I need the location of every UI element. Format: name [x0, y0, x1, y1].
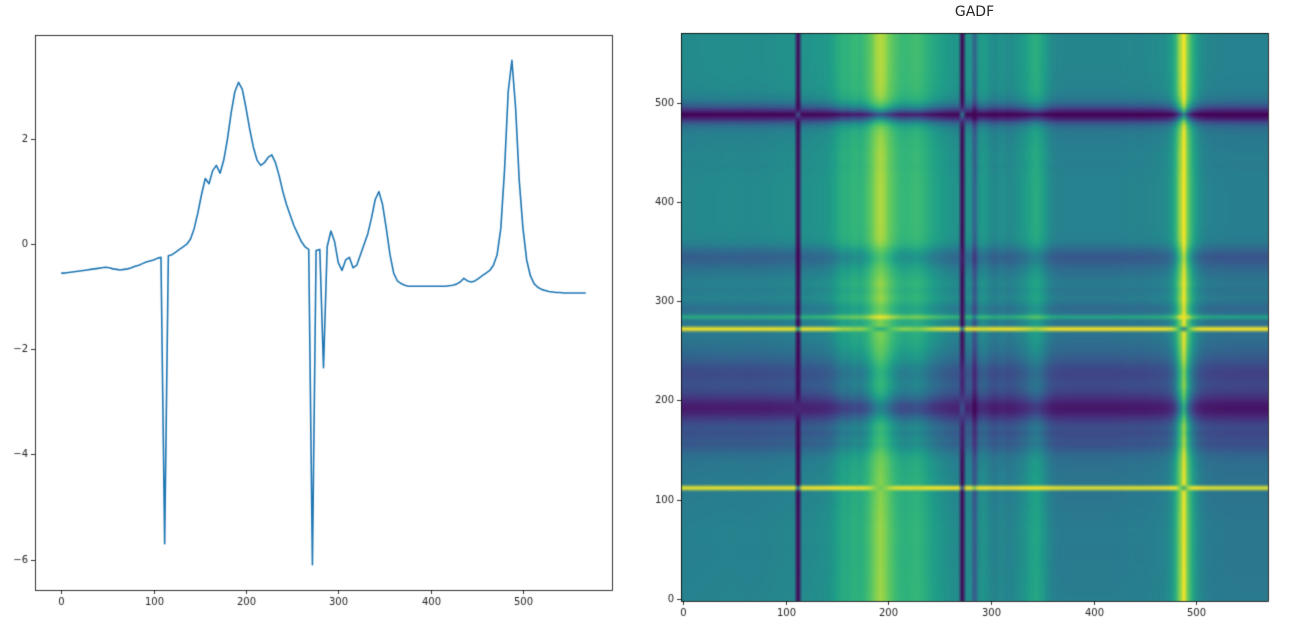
line-chart-canvas	[0, 0, 645, 643]
gadf-heatmap-canvas	[645, 0, 1291, 643]
chart-title: GADF	[954, 4, 995, 20]
